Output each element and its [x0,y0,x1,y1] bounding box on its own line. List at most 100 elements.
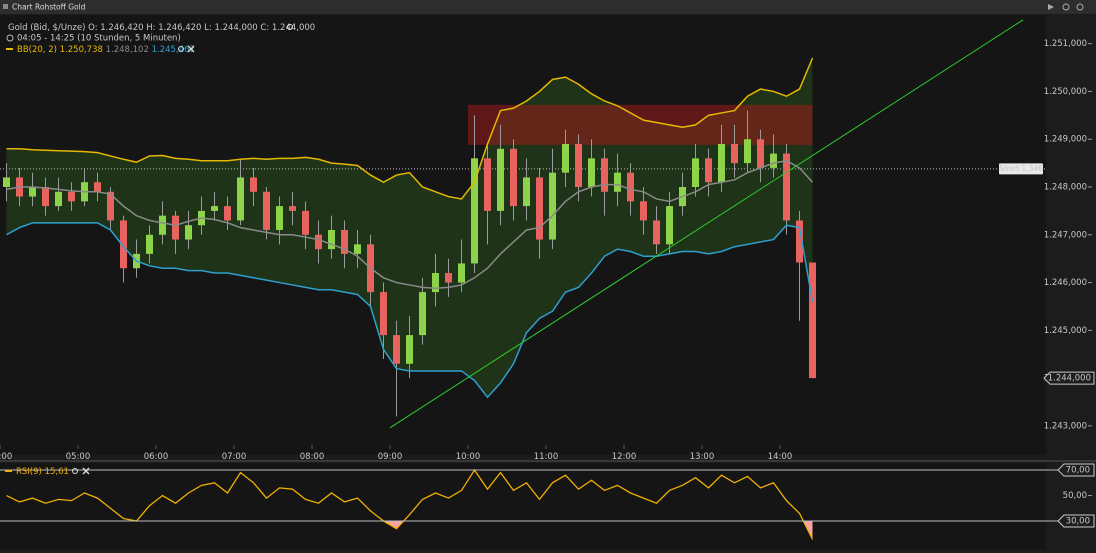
candle-body [354,244,361,254]
header-line: Gold (Bid, $/Unze) O: 1.246,420 H: 1.246… [8,23,315,33]
candle-body [120,220,127,269]
x-tick-label: 07:00 [222,452,247,462]
candle-body [666,206,673,245]
candle-body [29,187,36,197]
candle-body [549,172,556,240]
candle-body [471,158,478,264]
candle-body [757,139,764,168]
candle-body [458,263,465,283]
window-title: Chart Rohstoff Gold [12,3,86,12]
candle-body [718,144,725,183]
price-plot [0,19,1046,429]
candle-body [783,153,790,221]
candle-body [159,215,166,235]
candle-body [263,191,270,230]
candle-body [3,177,10,187]
title-bar [0,0,1096,14]
candle-body [68,191,75,202]
short-label: Short 1,34€ [999,164,1043,173]
rsi-tick-label: 50,00 [1063,491,1087,501]
x-tick-label: 05:00 [66,452,91,462]
bb-lower-value: 1.245,467 [152,45,195,55]
candle-body [445,273,452,283]
candle-body [562,144,569,173]
header-settings[interactable] [287,24,293,30]
candle-body [419,292,426,336]
rsi-plot-area [0,463,1046,549]
candle-body [211,206,218,211]
settings-button[interactable] [1062,3,1070,11]
y-tick-label: 1.249,000 [1044,135,1087,145]
rsi-header: RSI(9) 15,61 [16,467,69,477]
zone [468,104,813,145]
rsi-tick-label: 30,00 [1066,517,1090,527]
y-tick-label: 1.251,000 [1044,39,1087,49]
rsi-level-box [1057,514,1095,528]
rsi-level-box [1057,463,1095,477]
bb-remove[interactable] [187,45,195,53]
ohlc-high: H: 1.246,420 [146,23,201,33]
candle-body [731,144,738,164]
last-price-box [1043,371,1095,385]
candle-body [315,234,322,250]
candle-body [744,139,751,164]
candle-body [42,187,49,207]
candle-body [653,220,660,245]
y-tick-label: 1.248,000 [1044,183,1087,193]
candle-body [432,273,439,293]
candle-body [185,225,192,240]
instrument: Gold (Bid, $/Unze) [8,23,85,33]
bb-settings[interactable] [178,46,184,52]
rsi-settings[interactable] [72,468,78,474]
candle-body [627,172,634,202]
y-tick-label: 1.246,000 [1044,278,1087,288]
bollinger-upper [6,57,814,200]
rsi-title: RSI(9) [16,467,42,477]
candle-body [705,158,712,183]
rsi-remove[interactable] [82,467,90,475]
x-tick-label: 14:00 [768,452,793,462]
rsi-plot [6,468,814,540]
rsi-last-value: 15,61 [45,467,69,477]
help-button[interactable] [1076,3,1084,11]
candle-body [237,177,244,221]
x-tick-label: 12:00 [612,452,637,462]
candle-body [146,234,153,254]
ohlc-low: L: 1.244,000 [204,23,258,33]
x-tick-label: 06:00 [144,452,169,462]
candle-body [510,148,517,207]
bollinger-lower [6,222,814,399]
candle-body [614,172,621,192]
candle-body [289,206,296,211]
trendline [389,19,1024,429]
candle-body [601,158,608,192]
y-tick-label: 1.245,000 [1044,326,1087,336]
candle-body [497,148,504,211]
candle-body [94,182,101,192]
export-button[interactable] [1048,4,1054,10]
candle-body [640,201,647,221]
candle-body [523,177,530,207]
bb-label: BB(20, 2) [17,45,57,55]
x-tick-label: 08:00 [300,452,325,462]
y-tick-label: 1.243,000 [1044,421,1087,431]
y-tick-label: 1.250,000 [1044,87,1087,97]
candle-body [107,191,114,221]
candle-body [55,191,62,207]
clock-icon [6,34,14,42]
candle-body [770,153,777,168]
x-tick-label: 04:00 [0,452,12,462]
x-tick-label: 11:00 [534,452,559,462]
candle-body [250,177,257,192]
bollinger-middle [6,159,814,290]
candle-body [172,215,179,240]
bb-upper-value: 1.250,738 [60,45,103,55]
candle-body [588,158,595,187]
candle-body [302,210,309,235]
ohlc-open: O: 1.246,420 [88,23,143,33]
candle-body [796,220,803,263]
candle-body [224,206,231,221]
x-tick-label: 13:00 [690,452,715,462]
